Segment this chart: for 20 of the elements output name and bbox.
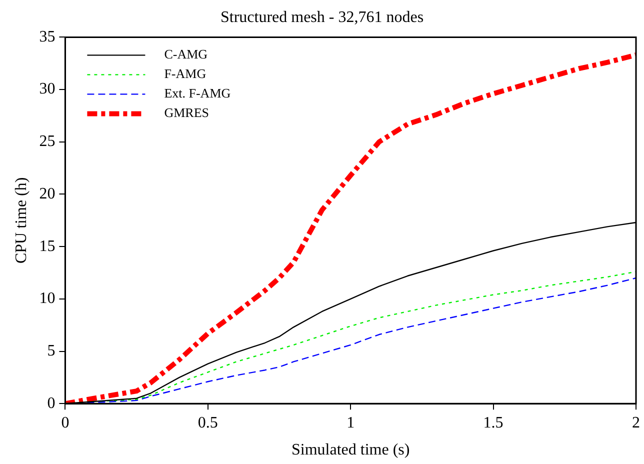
- y-tick-label: 35: [39, 28, 56, 46]
- x-tick-label: 0: [61, 414, 70, 432]
- x-axis-title: Simulated time (s): [292, 442, 410, 459]
- legend-label: F-AMG: [164, 66, 206, 82]
- y-tick-label: 15: [39, 238, 56, 255]
- legend-label: C-AMG: [164, 46, 208, 62]
- y-tick-label: 30: [39, 80, 56, 98]
- legend-label: Ext. F-AMG: [164, 86, 231, 101]
- y-tick-label: 10: [39, 290, 56, 308]
- y-tick-label: 20: [39, 185, 56, 202]
- y-axis-title: CPU time (h): [12, 177, 30, 264]
- x-tick-label: 2: [632, 414, 640, 432]
- legend-label: GMRES: [164, 105, 209, 120]
- x-tick-label: 1.5: [483, 414, 504, 432]
- y-tick-label: 0: [47, 394, 56, 412]
- y-tick-label: 25: [39, 133, 56, 150]
- x-tick-label: 1: [346, 414, 355, 432]
- x-tick-label: 0.5: [198, 414, 218, 432]
- chart-title: Structured mesh - 32,761 nodes: [220, 8, 424, 26]
- y-tick-label: 5: [47, 342, 56, 360]
